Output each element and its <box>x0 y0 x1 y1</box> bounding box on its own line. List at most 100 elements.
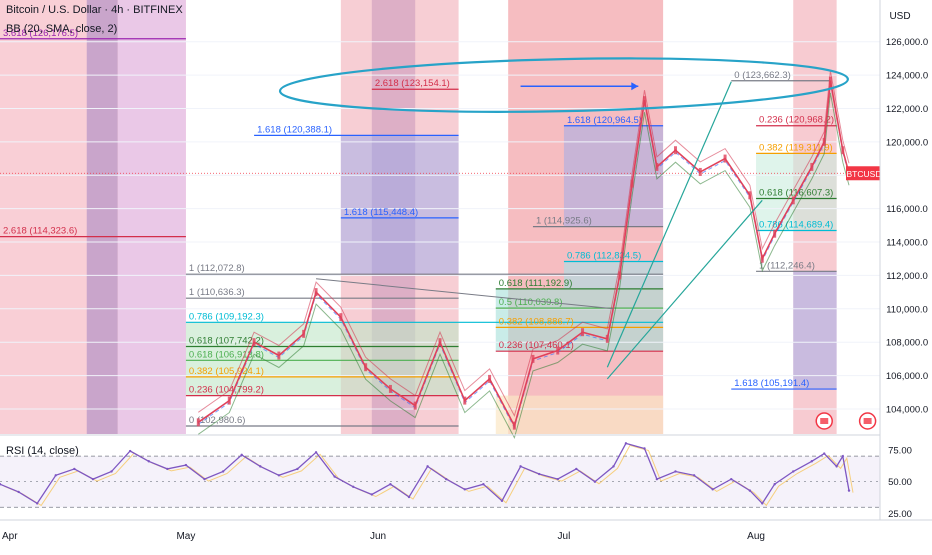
retracement-zone-low <box>495 395 664 434</box>
rsi-tick-label-2: 75.00 <box>888 445 912 456</box>
rsi-point-40 <box>730 477 733 481</box>
fib-label-12: 0.786 (112,834.5) <box>567 250 641 261</box>
rsi-point-22 <box>407 495 411 499</box>
price-point-19 <box>630 179 634 188</box>
price-point-1 <box>227 396 231 405</box>
fib-label-11: 2.618 (114,323.6) <box>3 226 77 237</box>
y-tick-label-10: 124,000.0 <box>886 71 928 82</box>
rsi-point-6 <box>110 470 113 473</box>
fib-label-15: 0.618 (111,192.9) <box>499 278 573 289</box>
price-point-32 <box>841 146 845 155</box>
rsi-point-13 <box>240 453 243 457</box>
fib-label-20: 0.618 (107,742.2) <box>189 335 264 346</box>
fib-label-21: 0.236 (107,460.1) <box>499 340 574 351</box>
rsi-point-48 <box>841 454 845 458</box>
rsi-point-5 <box>91 477 95 481</box>
rsi-point-12 <box>221 470 225 473</box>
currency-label: USD <box>889 11 910 22</box>
price-point-28 <box>791 196 795 205</box>
price-line <box>197 80 850 428</box>
price-point-4 <box>302 329 306 338</box>
rsi-legend[interactable]: RSI (14, close) <box>6 445 79 457</box>
us-flag-icon-0 <box>820 418 829 424</box>
rsi-point-21 <box>389 483 392 486</box>
bb-lower-band <box>198 92 850 440</box>
zone-1 <box>86 0 118 434</box>
highlight-ellipse <box>278 57 849 113</box>
fib-label-5: 0.236 (120,968.2) <box>759 115 834 126</box>
symbol-badge <box>846 166 882 181</box>
fib-label-2: 0 (123,662.3) <box>734 70 791 81</box>
price-point-20 <box>643 96 647 105</box>
fib-label-19: 0.382 (108,886.7) <box>499 316 574 327</box>
rsi-point-0 <box>0 483 2 486</box>
fib-label-13: 1 (112,246.4) <box>759 260 815 271</box>
price-point-8 <box>388 384 392 393</box>
fib-label-9: 1 (114,925.6) <box>536 216 592 227</box>
price-point-2 <box>252 338 256 347</box>
rsi-point-24 <box>444 477 448 481</box>
price-point-24 <box>723 154 727 163</box>
fib-label-26: 0 (102,980.6) <box>189 415 246 426</box>
price-point-3 <box>277 351 281 360</box>
price-point-23 <box>698 167 702 176</box>
y-tick-label-3: 110,000.0 <box>886 304 928 315</box>
rsi-point-11 <box>203 477 206 481</box>
price-point-27 <box>773 229 777 238</box>
extension-zone-0 <box>340 135 459 275</box>
rsi-point-26 <box>482 483 485 486</box>
rsi-point-34 <box>624 442 628 445</box>
rsi-point-15 <box>277 474 281 477</box>
time-axis-bg <box>0 520 932 550</box>
trend-line-flat <box>316 278 614 310</box>
rsi-point-19 <box>352 485 355 488</box>
trend-line-upper <box>606 81 732 368</box>
retracement-zone-3 <box>756 153 837 231</box>
fib-label-1: 2.618 (123,154.1) <box>375 78 450 89</box>
fib-label-0: 3.618 (126,176.5) <box>3 28 78 39</box>
price-point-12 <box>488 374 492 383</box>
us-flag-icon-1 <box>863 418 872 424</box>
x-tick-label-2: Jun <box>370 531 386 542</box>
price-point-25 <box>748 191 752 200</box>
rsi-tick-label-0: 25.00 <box>888 509 912 520</box>
rsi-point-31 <box>575 467 578 471</box>
rsi-point-25 <box>463 488 466 491</box>
price-point-13 <box>512 421 516 430</box>
bb-basis <box>198 82 850 430</box>
rsi-point-46 <box>823 452 826 455</box>
rsi-point-14 <box>259 465 262 468</box>
fib-label-24: 1.618 (105,191.4) <box>734 378 809 389</box>
bb-upper-band <box>198 70 850 418</box>
rsi-point-35 <box>643 447 646 450</box>
symbol-legend[interactable]: Bitcoin / U.S. Dollar · 4h · BITFINEX <box>6 4 183 16</box>
fib-label-6: 0.382 (119,311.9) <box>759 142 833 153</box>
price-point-9 <box>413 401 417 410</box>
price-layer <box>196 70 851 440</box>
rsi-point-28 <box>519 465 522 468</box>
rsi-point-20 <box>370 493 374 496</box>
fib-label-25: 0.236 (104,799.2) <box>189 385 264 396</box>
fib-label-17: 0.5 (110,039.8) <box>499 297 563 308</box>
rsi-point-36 <box>655 477 659 481</box>
y-tick-label-0: 104,000.0 <box>886 404 928 415</box>
price-point-16 <box>581 328 585 337</box>
y-tick-label-5: 114,000.0 <box>886 238 928 249</box>
rsi-point-41 <box>748 489 752 492</box>
bollinger-legend[interactable]: BB (20, SMA, close, 2) <box>6 23 118 35</box>
rsi-point-49 <box>847 489 851 492</box>
price-point-31 <box>828 76 832 85</box>
price-point-30 <box>822 137 826 146</box>
price-point-6 <box>339 313 343 322</box>
extension-zone-1 <box>563 125 664 227</box>
rsi-point-1 <box>17 490 20 494</box>
rsi-point-33 <box>612 465 615 468</box>
y-tick-label-11: 126,000.0 <box>886 37 928 48</box>
rsi-point-38 <box>692 474 696 477</box>
price-point-29 <box>810 162 814 171</box>
price-point-7 <box>364 363 368 372</box>
zone-2 <box>117 0 186 434</box>
price-point-11 <box>463 396 467 405</box>
